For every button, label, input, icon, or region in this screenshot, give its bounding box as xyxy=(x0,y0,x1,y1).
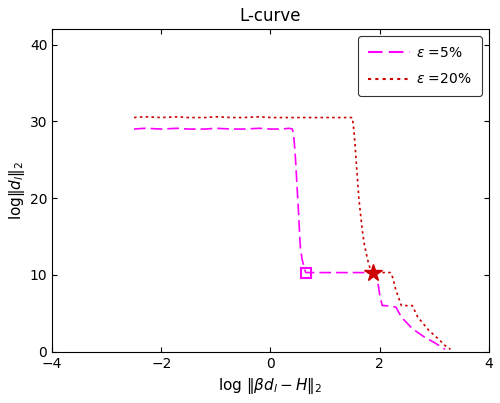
X-axis label: log $\|\beta d_l - H\|_2$: log $\|\beta d_l - H\|_2$ xyxy=(218,376,322,396)
Legend: $\varepsilon$ =5%, $\varepsilon$ =20%: $\varepsilon$ =5%, $\varepsilon$ =20% xyxy=(358,36,482,96)
Y-axis label: log$\|d_l\|_2$: log$\|d_l\|_2$ xyxy=(7,161,27,220)
Title: L-curve: L-curve xyxy=(240,7,301,25)
